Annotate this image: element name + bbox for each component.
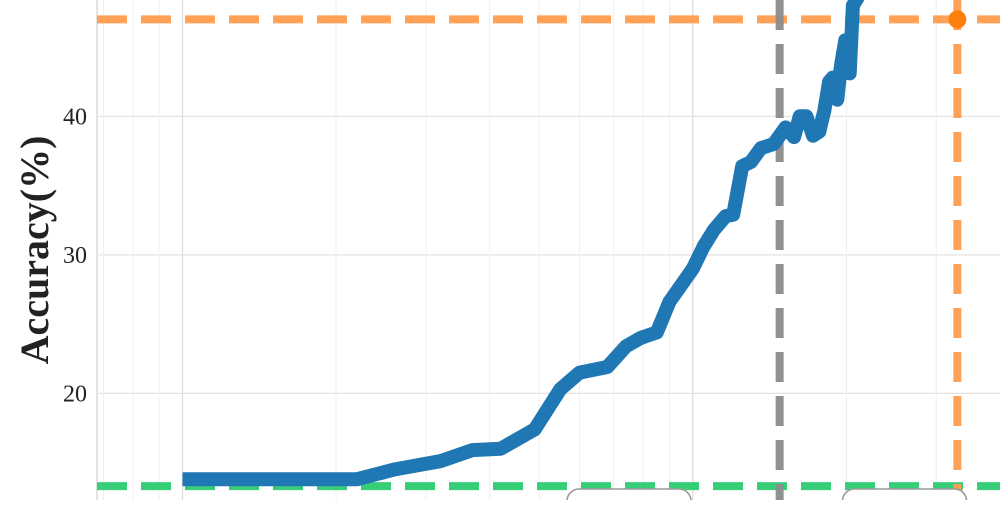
series-line-1	[182, 0, 865, 487]
y-tick-label: 20	[63, 381, 87, 407]
y-axis-title: Accuracy(%)	[12, 136, 57, 365]
y-tick-label: 40	[63, 104, 87, 130]
annotation-box-1	[566, 488, 692, 505]
grid-layer	[96, 0, 1000, 500]
highlight-point-1	[948, 10, 967, 29]
series-layer	[182, 0, 865, 487]
y-tick-label: 30	[63, 243, 87, 269]
marker-layer	[948, 10, 967, 29]
annotation-box-2	[841, 488, 968, 505]
annotation-boxes	[566, 488, 968, 505]
reference-lines	[97, 0, 1000, 500]
y-tick-labels: 20 30 40	[63, 104, 87, 407]
